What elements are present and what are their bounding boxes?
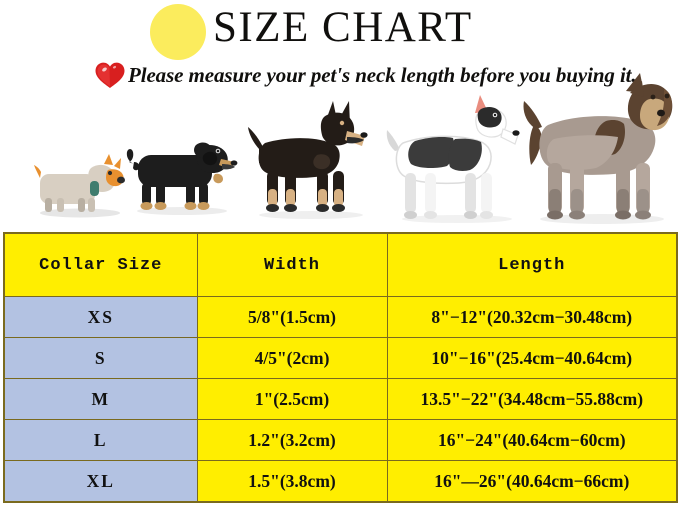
dachshund-dog	[126, 142, 238, 215]
cell-width: 1.2"(3.2cm)	[196, 419, 388, 461]
column-header-width: Width	[196, 232, 388, 297]
header: SIZE CHART Please measure your pet's nec…	[0, 0, 679, 100]
cell-size: M	[3, 378, 198, 420]
column-header-length: Length	[386, 232, 678, 297]
table-row: XL 1.5"(3.8cm) 16"—26"(40.64cm−66cm)	[3, 460, 678, 503]
table-row: M 1"(2.5cm) 13.5"−22"(34.48cm−55.88cm)	[3, 378, 678, 420]
paw-badge-disc	[150, 4, 206, 60]
cell-length: 16"—26"(40.64cm−66cm)	[386, 460, 678, 503]
cell-length: 13.5"−22"(34.48cm−55.88cm)	[386, 378, 678, 420]
cell-width: 4/5"(2cm)	[196, 337, 388, 379]
cell-width: 1"(2.5cm)	[196, 378, 388, 420]
paw-print-icon	[150, 4, 206, 60]
table-row: XS 5/8"(1.5cm) 8"−12"(20.32cm−30.48cm)	[3, 296, 678, 338]
doberman-dog	[248, 101, 368, 219]
cell-width: 5/8"(1.5cm)	[196, 296, 388, 338]
heart-icon	[95, 62, 125, 88]
table-row: S 4/5"(2cm) 10"−16"(25.4cm−40.64cm)	[3, 337, 678, 379]
greyhound-dog	[386, 95, 520, 223]
cell-size: S	[3, 337, 198, 379]
page-title: SIZE CHART	[213, 4, 473, 51]
table-header-row: Collar Size Width Length	[3, 232, 678, 297]
cell-size: XL	[3, 460, 198, 503]
cell-length: 8"−12"(20.32cm−30.48cm)	[386, 296, 678, 338]
subtitle-text: Please measure your pet's neck length be…	[128, 63, 637, 87]
table-row: L 1.2"(3.2cm) 16"−24"(40.64cm−60cm)	[3, 419, 678, 461]
cell-size: XS	[3, 296, 198, 338]
column-header-collar-size: Collar Size	[3, 232, 198, 297]
cell-length: 16"−24"(40.64cm−60cm)	[386, 419, 678, 461]
wolfhound-dog	[523, 73, 673, 224]
cell-width: 1.5"(3.8cm)	[196, 460, 388, 503]
cell-size: L	[3, 419, 198, 461]
cell-length: 10"−16"(25.4cm−40.64cm)	[386, 337, 678, 379]
small-terrier-dog	[34, 154, 125, 218]
dog-size-silhouettes	[0, 45, 679, 230]
size-chart-table: Collar Size Width Length XS 5/8"(1.5cm) …	[3, 232, 678, 503]
